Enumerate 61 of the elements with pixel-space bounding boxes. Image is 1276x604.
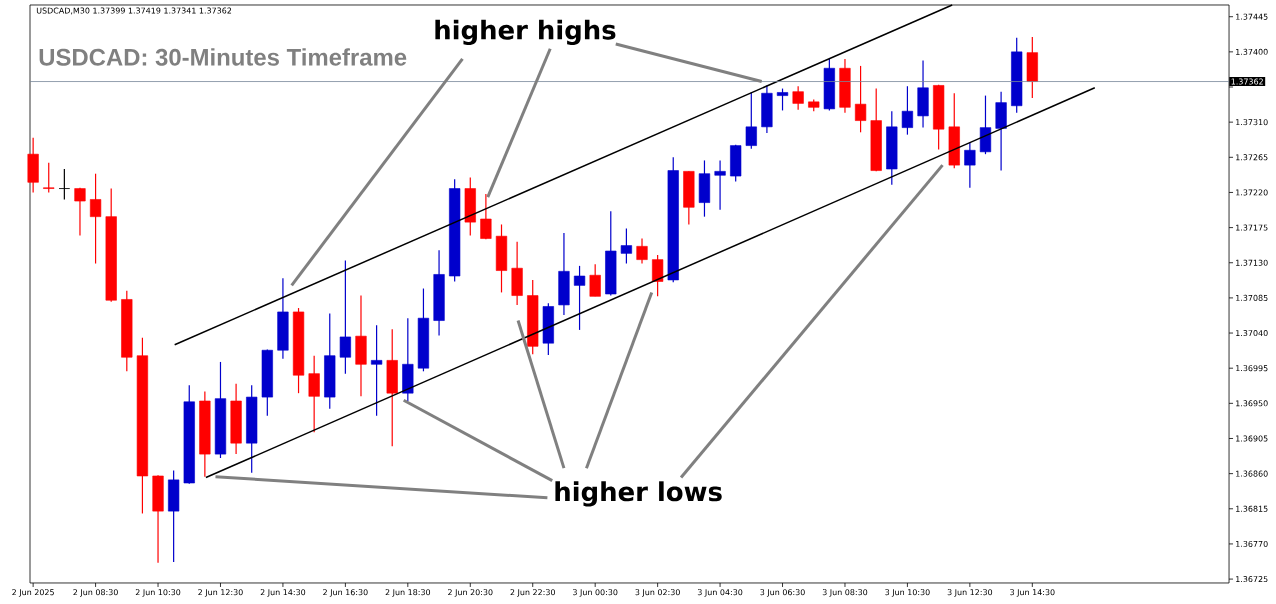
candlestick xyxy=(714,159,726,211)
candlestick xyxy=(964,141,976,189)
candlestick xyxy=(27,137,39,194)
candlestick xyxy=(308,355,320,433)
candlestick xyxy=(230,383,242,455)
candlestick xyxy=(636,237,648,265)
candlestick xyxy=(870,87,882,172)
candlestick xyxy=(58,168,70,201)
candlestick xyxy=(558,232,570,316)
candlestick xyxy=(105,187,117,303)
candlestick xyxy=(683,170,695,226)
candlestick xyxy=(199,391,211,478)
candlestick xyxy=(152,474,164,564)
candlestick xyxy=(620,227,633,265)
candlestick xyxy=(121,290,133,372)
candlestick xyxy=(136,337,149,515)
candlestick xyxy=(854,65,867,133)
candlestick xyxy=(183,384,195,485)
candlestick xyxy=(261,348,273,417)
annotation: higher lows xyxy=(555,481,722,507)
candlestick xyxy=(698,159,711,218)
candlestick xyxy=(339,259,351,375)
candlestick xyxy=(324,312,336,410)
candlestick xyxy=(730,144,742,183)
candlestick xyxy=(667,156,679,283)
candlestick xyxy=(292,307,305,394)
candlestick xyxy=(933,84,945,151)
candlestick xyxy=(901,85,914,136)
candlestick xyxy=(792,85,804,111)
candlestick xyxy=(527,279,539,355)
candlestick xyxy=(823,58,835,112)
annotation: higher highs xyxy=(435,19,616,45)
candlestick xyxy=(1011,37,1023,114)
candlestick xyxy=(355,294,367,397)
candlestick xyxy=(402,317,414,402)
candlestick xyxy=(917,59,929,129)
candlestick xyxy=(652,254,664,297)
candlestick xyxy=(573,265,586,331)
candlestick xyxy=(89,173,102,265)
candlestick xyxy=(74,187,86,237)
candlestick xyxy=(386,328,398,447)
candlestick xyxy=(542,302,554,356)
candlestick xyxy=(1026,36,1038,99)
candlestick xyxy=(371,324,383,417)
candlestick xyxy=(417,287,430,372)
text: USDCAD: 30-Minutes Timeframe xyxy=(39,48,407,66)
candlestick xyxy=(745,91,757,150)
candlestick xyxy=(277,277,289,360)
candlestick xyxy=(43,162,55,194)
candlestick xyxy=(886,110,898,186)
candlestick xyxy=(776,87,789,112)
candlestick xyxy=(433,249,445,336)
candlestick xyxy=(605,210,617,297)
candlestick xyxy=(948,92,960,169)
candlestick xyxy=(214,361,227,459)
candlestick xyxy=(464,177,476,237)
candlestick xyxy=(449,178,461,283)
candlestick xyxy=(589,263,601,297)
candlestick xyxy=(246,384,258,474)
candlestick xyxy=(480,193,492,240)
candlestick xyxy=(168,469,180,563)
